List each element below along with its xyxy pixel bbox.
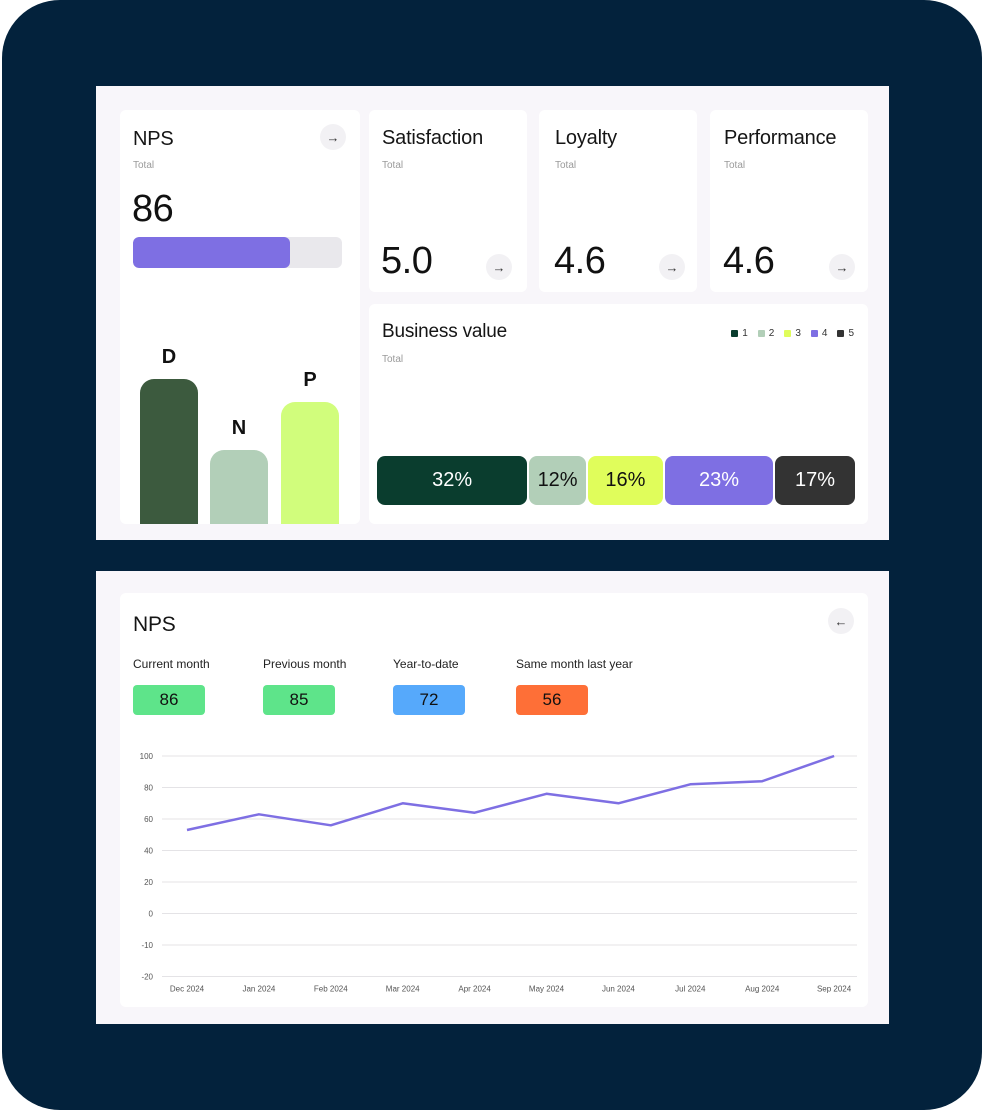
y-tick-label: -20 [141,973,153,982]
stat-value-previous-month: 85 [263,685,335,715]
business-value-subtitle: Total [382,354,404,365]
satisfaction-title: Satisfaction [382,127,483,149]
x-tick-label: Mar 2024 [386,985,420,994]
x-tick-label: Feb 2024 [314,985,348,994]
distribution-label-d: D [161,346,177,368]
nps-distribution: D N P [120,330,360,524]
business-value-segment-2: 12% [529,456,586,505]
nps-card: NPS → Total 86 D N P [120,110,360,524]
y-tick-label: 60 [144,815,153,824]
summary-panel: NPS → Total 86 D N P Satisfaction Total 5.… [96,86,889,540]
nps-card-value: 86 [132,188,174,230]
performance-subtitle: Total [724,160,746,171]
stat-value-current-month: 86 [133,685,205,715]
business-value-segment-3: 16% [587,456,663,505]
x-tick-label: Aug 2024 [745,985,780,994]
business-value-segments: 32% 12% 16% 23% 17% [377,456,855,505]
x-tick-label: May 2024 [529,985,565,994]
arrow-left-icon[interactable]: ← [828,608,854,634]
nps-detail-title: NPS [133,613,176,636]
nps-line-chart: 100 80 60 40 20 0 -10 -20 Dec 2024 Jan 2024 Feb 20… [140,752,857,994]
business-value-legend: 1 2 3 4 5 [731,328,854,339]
performance-value: 4.6 [723,240,775,282]
business-value-segment-5: 17% [775,456,855,505]
business-value-segment-1: 32% [377,456,528,505]
x-tick-label: Jul 2024 [675,985,706,994]
performance-title: Performance [724,127,837,149]
stat-label-year-to-date: Year-to-date [393,657,459,671]
nps-progress-bar [133,237,342,268]
series-line [186,754,835,832]
y-tick-label: 40 [144,847,153,856]
business-value-title: Business value [382,321,507,342]
nps-progress-fill [133,237,290,268]
loyalty-subtitle: Total [555,160,577,171]
x-tick-label: Jan 2024 [242,985,275,994]
nps-detail-card: NPS ← Current month Previous month Year-… [120,593,868,1007]
legend-item-4: 4 [810,328,828,339]
arrow-right-icon[interactable]: → [829,254,855,280]
x-tick-label: Apr 2024 [458,985,491,994]
y-tick-label: 20 [144,878,153,887]
legend-swatch [757,330,765,337]
y-tick-label: 0 [149,910,154,919]
satisfaction-card: Satisfaction Total 5.0 → [369,110,527,292]
legend-label: 3 [795,328,801,339]
legend-item-2: 2 [757,328,775,339]
arrow-right-icon[interactable]: → [486,254,512,280]
legend-swatch [810,330,818,337]
arrow-right-icon[interactable]: → [320,124,346,150]
loyalty-value: 4.6 [554,240,606,282]
legend-label: 2 [768,328,775,339]
x-tick-label: Jun 2024 [602,985,635,994]
arrow-right-icon[interactable]: → [659,254,685,280]
y-tick-label: -10 [141,941,153,950]
legend-label: 4 [821,328,828,339]
loyalty-card: Loyalty Total 4.6 → [539,110,697,292]
legend-item-5: 5 [837,328,854,339]
x-tick-label: Dec 2024 [170,985,205,994]
legend-item-1: 1 [731,328,748,339]
stat-value-same-month-last-year: 56 [516,685,588,715]
legend-swatch [837,330,845,337]
stat-label-same-month-last-year: Same month last year [516,657,633,671]
loyalty-title: Loyalty [555,127,617,149]
legend-swatch [784,330,792,337]
satisfaction-value: 5.0 [381,240,433,282]
stat-label-current-month: Current month [133,657,210,671]
satisfaction-subtitle: Total [382,160,404,171]
y-tick-label: 100 [140,752,154,761]
legend-label: 1 [742,328,748,339]
stat-label-previous-month: Previous month [263,657,347,671]
distribution-label-p: P [303,369,317,391]
legend-swatch [731,330,739,337]
performance-card: Performance Total 4.6 → [710,110,868,292]
legend-label: 5 [848,328,854,339]
business-value-segment-4: 23% [665,456,774,505]
legend-item-3: 3 [784,328,801,339]
distribution-bar-d [140,379,198,524]
x-tick-label: Sep 2024 [817,985,852,994]
nps-card-title: NPS [133,128,174,150]
nps-card-subtitle: Total [133,160,155,171]
distribution-label-n: N [231,417,247,439]
stat-value-year-to-date: 72 [393,685,465,715]
nps-detail-panel: NPS ← Current month Previous month Year-… [96,571,889,1024]
distribution-bar-n [210,450,268,524]
y-tick-label: 80 [144,784,153,793]
distribution-bar-p [281,402,339,524]
